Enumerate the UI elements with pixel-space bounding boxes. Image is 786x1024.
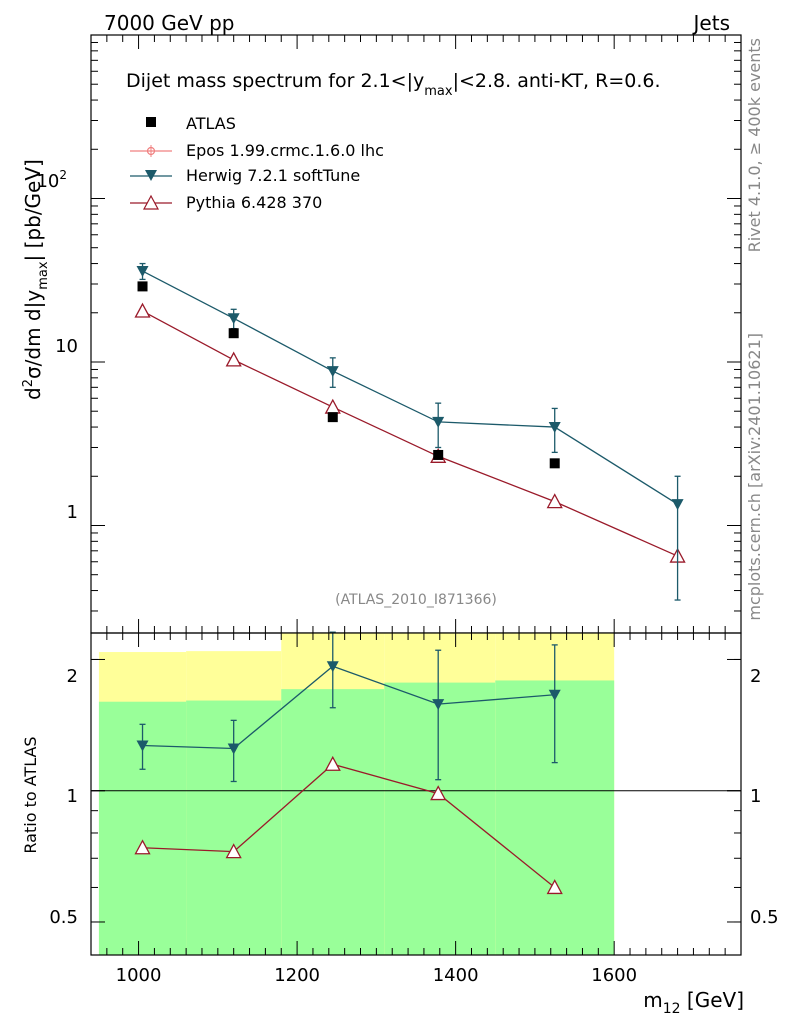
legend: ATLAS Epos 1.99.crmc.1.6.0 lhc Herwig 7.… (130, 114, 384, 212)
header-left: 7000 GeV pp (104, 11, 235, 35)
ratio-pythia-point-1 (225, 843, 242, 859)
ytick-label-1: 1 (67, 502, 78, 523)
mcplots-label: mcplots.cern.ch [arXiv:2401.10621] (745, 333, 764, 621)
ytick-label-10: 10 (55, 336, 78, 357)
xtick-label-1600: 1600 (591, 965, 637, 986)
atlas-point-1 (228, 328, 239, 339)
ratio-ytick-0.5: 0.5 (49, 907, 78, 928)
legend-marker-epos (146, 146, 156, 156)
herwig-point-5 (671, 499, 684, 511)
atlas-point-4 (549, 458, 560, 469)
herwig-point-0 (136, 266, 149, 278)
atlas-point-3 (433, 449, 444, 460)
pythia-point-1 (225, 351, 242, 367)
pythia-point-0 (134, 302, 151, 318)
legend-marker-pythia (142, 194, 160, 210)
ratio-herwig-point-3 (432, 699, 445, 711)
herwig-line (142, 270, 678, 505)
ratio-data-marks (134, 631, 563, 895)
upper-y-axis-label: d2σ/dm d|ymax| [pb/GeV] (21, 159, 51, 400)
legend-label-epos: Epos 1.99.crmc.1.6.0 lhc (186, 141, 384, 160)
ratio-pythia-point-0 (134, 839, 151, 855)
atlas-point-0 (137, 281, 148, 292)
header-right: Jets (692, 11, 730, 35)
ratio-ytick-right-0.5: 0.5 (750, 907, 779, 928)
ratio-pythia-point-2 (324, 755, 341, 771)
upper-axis-ticks (91, 34, 741, 633)
ratio-ytick-1: 1 (67, 786, 78, 807)
pythia-line (142, 310, 678, 557)
xtick-label-1000: 1000 (116, 965, 162, 986)
ratio-pythia-point-4 (546, 879, 563, 895)
ytick-label-100: 102 (36, 168, 67, 192)
ratio-y-axis-label: Ratio to ATLAS (21, 736, 40, 853)
ratio-herwig-point-4 (548, 689, 561, 701)
ratio-herwig-point-0 (136, 740, 149, 752)
herwig-point-3 (432, 416, 445, 428)
legend-marker-herwig (145, 170, 157, 181)
green-band-3 (384, 682, 496, 955)
green-band-2 (281, 689, 385, 955)
pythia-point-2 (324, 398, 341, 414)
analysis-id: (ATLAS_2010_I871366) (335, 592, 497, 608)
legend-marker-atlas (146, 117, 156, 127)
legend-label-pythia: Pythia 6.428 370 (186, 193, 322, 212)
ratio-ytick-right-1: 1 (750, 786, 761, 807)
xtick-label-1200: 1200 (274, 965, 320, 986)
xtick-label-1400: 1400 (433, 965, 479, 986)
ratio-herwig-point-1 (227, 743, 240, 755)
ratio-ytick-2: 2 (67, 666, 78, 687)
legend-label-herwig: Herwig 7.2.1 softTune (186, 166, 360, 185)
ratio-pythia-point-3 (430, 785, 447, 801)
chart-title: Dijet mass spectrum for 2.1<|ymax|<2.8. … (126, 70, 661, 99)
ratio-uncertainty-bands (98, 633, 615, 955)
ratio-axis-ticks (91, 633, 741, 955)
ratio-ytick-right-2: 2 (750, 666, 761, 687)
legend-label-atlas: ATLAS (186, 114, 236, 133)
herwig-point-4 (548, 422, 561, 434)
upper-data-marks (134, 262, 686, 601)
atlas-point-2 (327, 412, 338, 423)
x-axis-label: m12 [GeV] (643, 988, 744, 1017)
pythia-point-4 (546, 493, 563, 509)
herwig-point-2 (326, 366, 339, 378)
ratio-herwig-point-2 (326, 661, 339, 673)
ratio-panel-frame (90, 632, 742, 956)
rivet-label: Rivet 4.1.0, ≥ 400k events (745, 38, 764, 252)
herwig-point-1 (227, 313, 240, 325)
